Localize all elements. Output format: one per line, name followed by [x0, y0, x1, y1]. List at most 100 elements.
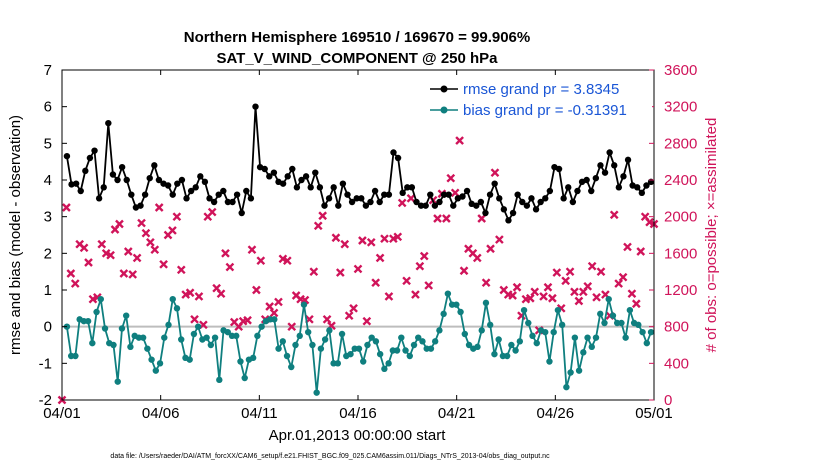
legend-box [426, 76, 652, 122]
obs-point [115, 219, 124, 229]
bias-point [495, 336, 502, 343]
y-tick-label-right: 1200 [664, 282, 697, 299]
rmse-point [588, 187, 595, 195]
obs-point [525, 293, 535, 303]
obs-point [185, 288, 195, 298]
bias-point [368, 334, 375, 341]
obs-point [313, 221, 323, 231]
bias-point [542, 328, 549, 336]
bias-point [288, 363, 295, 371]
bias-point [546, 358, 553, 365]
rmse-point [542, 195, 549, 202]
y-tick-label-right: 2400 [664, 172, 697, 189]
obs-point [490, 168, 500, 178]
rmse-point [523, 202, 531, 209]
bias-point [216, 376, 223, 384]
rmse-point [293, 184, 301, 191]
rmse-point [569, 198, 577, 206]
obs-point [123, 247, 133, 256]
bias-point [114, 378, 121, 385]
obs-point [176, 265, 186, 275]
rmse-point [155, 176, 163, 184]
rmse-point [137, 202, 144, 209]
y-axis-label-left: rmse and bias (model - observation) [7, 115, 24, 355]
bias-point [233, 332, 240, 340]
x-tick-label: 04/26 [537, 405, 575, 422]
obs-point [154, 203, 164, 212]
obs-point [97, 239, 107, 249]
rmse-point [325, 195, 333, 202]
obs-point [265, 302, 274, 311]
bias-point [326, 327, 333, 334]
obs-point [393, 232, 403, 242]
rmse-point [100, 184, 107, 191]
obs-point [636, 247, 646, 256]
rmse-point [187, 187, 195, 195]
obs-point [146, 237, 155, 247]
rmse-point [615, 184, 623, 191]
bias-point [186, 356, 193, 363]
rmse-point [141, 191, 149, 198]
obs-point [190, 314, 199, 324]
plot-area [62, 70, 654, 400]
rmse-point [408, 184, 416, 191]
bias-point [292, 341, 299, 349]
rmse-point [353, 195, 360, 202]
obs-point [627, 289, 637, 299]
bias-point [453, 301, 460, 308]
obs-point [402, 276, 411, 286]
y-tick-label-right: 800 [664, 319, 689, 336]
obs-point [168, 226, 177, 235]
bias-point [516, 338, 524, 345]
bias-point [224, 328, 231, 336]
obs-point [618, 272, 628, 282]
obs-point [455, 136, 464, 145]
bias-point [279, 338, 286, 345]
bias-point [381, 365, 388, 373]
bias-point [296, 332, 303, 340]
obs-point [384, 292, 394, 301]
bias-point [554, 306, 562, 314]
legend-rmse-label: rmse grand pr = 3.8345 [463, 81, 619, 98]
rmse-point [601, 169, 609, 176]
obs-point [322, 314, 332, 324]
obs-point [221, 248, 230, 258]
rmse-point [183, 195, 190, 202]
rmse-point [634, 184, 641, 191]
bias-point [271, 316, 278, 323]
rmse-point [86, 154, 94, 162]
bias-point [563, 383, 570, 391]
rmse-point [592, 174, 600, 182]
obs-point [194, 292, 204, 301]
bias-point [626, 306, 634, 314]
bias-point [309, 341, 316, 349]
obs-point [340, 239, 350, 249]
obs-point [614, 279, 624, 288]
y-tick-label-left: -2 [39, 392, 52, 409]
y-tick-label-right: 3200 [664, 99, 697, 116]
obs-point [366, 237, 376, 247]
bias-point [406, 352, 413, 360]
rmse-point [312, 169, 319, 176]
y-tick-label-right: 0 [664, 392, 672, 409]
legend-rmse-marker [440, 85, 448, 93]
bias-point [127, 343, 134, 351]
rmse-point [404, 184, 411, 191]
obs-point [84, 258, 93, 267]
bias-point [118, 325, 126, 332]
y-tick-label-right: 400 [664, 355, 689, 372]
bias-point [503, 352, 511, 360]
rmse-point [229, 198, 236, 206]
bias-point [190, 330, 198, 338]
bias-point [618, 319, 625, 327]
bias-point [237, 358, 244, 365]
bias-point [575, 367, 583, 374]
bias-point [203, 334, 210, 341]
bias-point [144, 345, 151, 352]
rmse-point [422, 202, 429, 209]
obs-point [274, 297, 283, 307]
rmse-point [307, 184, 314, 191]
bias-point [478, 327, 485, 334]
rmse-point [546, 187, 554, 195]
bias-point [178, 336, 185, 343]
